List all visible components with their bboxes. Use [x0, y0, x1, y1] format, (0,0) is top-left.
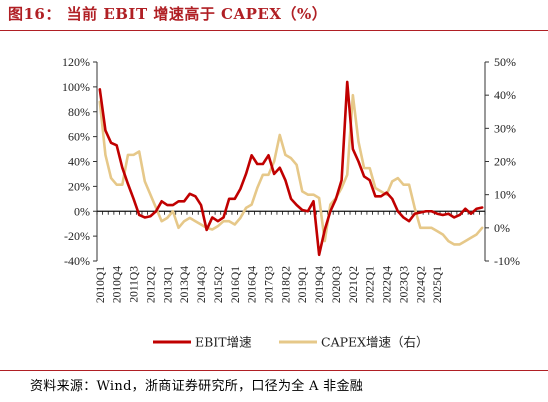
legend-label-capex: CAPEX增速（右）	[321, 335, 429, 350]
legend-label-ebit: EBIT增速	[195, 335, 252, 350]
x-axis-tick-label: 2024Q2	[415, 266, 427, 303]
left-axis-tick-label: 80%	[68, 105, 90, 119]
x-axis-tick-label: 2022Q4	[382, 266, 394, 303]
x-axis-tick-label: 2019Q1	[297, 266, 309, 303]
x-axis-tick-label: 2018Q2	[280, 266, 292, 303]
x-axis-tick-label: 2016Q1	[230, 266, 242, 303]
right-axis-tick-label: -10%	[494, 254, 520, 268]
right-axis-tick-label: 50%	[494, 55, 516, 69]
left-axis-tick-label: 120%	[62, 55, 90, 69]
right-axis-tick-label: 40%	[494, 88, 516, 102]
x-axis-tick-label: 2023Q3	[398, 266, 410, 303]
x-axis-tick-label: 2014Q3	[196, 266, 208, 303]
x-axis-tick-label: 2012Q2	[145, 266, 157, 303]
chart-series	[98, 80, 484, 257]
x-axis-tick-label: 2015Q2	[213, 266, 225, 303]
chart-axes: -40% -20% 0% 20% 40% 60% 80% 100% 120% -10% 0% 10% 2…	[62, 55, 520, 303]
title-rule	[0, 30, 548, 31]
x-axis-tick-label: 2016Q4	[247, 266, 259, 303]
source-rule	[0, 370, 548, 371]
x-axis-tick-label: 2013Q1	[162, 266, 174, 303]
x-axis-tick-label: 2010Q4	[112, 266, 124, 303]
chart-legend: EBIT增速 CAPEX增速（右）	[153, 335, 429, 350]
left-axis-tick-label: 20%	[68, 179, 90, 193]
left-axis-tick-label: 60%	[68, 130, 90, 144]
x-axis-tick-label: 2011Q3	[129, 266, 141, 303]
x-axis-tick-label: 2025Q1	[432, 266, 444, 303]
left-axis-tick-label: 0%	[74, 204, 90, 218]
left-axis-tick-label: -20%	[64, 229, 90, 243]
left-axis-tick-label: 100%	[62, 80, 90, 94]
x-axis-tick-label: 2021Q2	[348, 266, 360, 303]
x-axis-tick-label: 2020Q3	[331, 266, 343, 303]
series-line-ebit	[98, 80, 484, 257]
x-axis-tick-label: 2017Q3	[264, 266, 276, 303]
right-axis-tick-label: 20%	[494, 155, 516, 169]
right-axis-tick-label: 30%	[494, 121, 516, 135]
series-line-capex	[98, 93, 484, 246]
figure-title: 图16： 当前 EBIT 增速高于 CAPEX（%）	[8, 5, 328, 23]
x-axis-tick-label: 2013Q4	[179, 266, 191, 303]
x-axis-tick-label: 2010Q1	[95, 266, 107, 303]
x-axis-tick-label: 2022Q1	[365, 266, 377, 303]
right-axis-tick-label: 0%	[494, 221, 510, 235]
left-axis-tick-label: -40%	[64, 254, 90, 268]
line-chart: -40% -20% 0% 20% 40% 60% 80% 100% 120% -10% 0% 10% 2…	[62, 55, 520, 350]
right-axis-tick-label: 10%	[494, 188, 516, 202]
x-axis-tick-label: 2019Q4	[314, 266, 326, 303]
left-axis-tick-label: 40%	[68, 155, 90, 169]
source-note: 资料来源：Wind，浙商证券研究所，口径为全 A 非金融	[30, 379, 364, 394]
